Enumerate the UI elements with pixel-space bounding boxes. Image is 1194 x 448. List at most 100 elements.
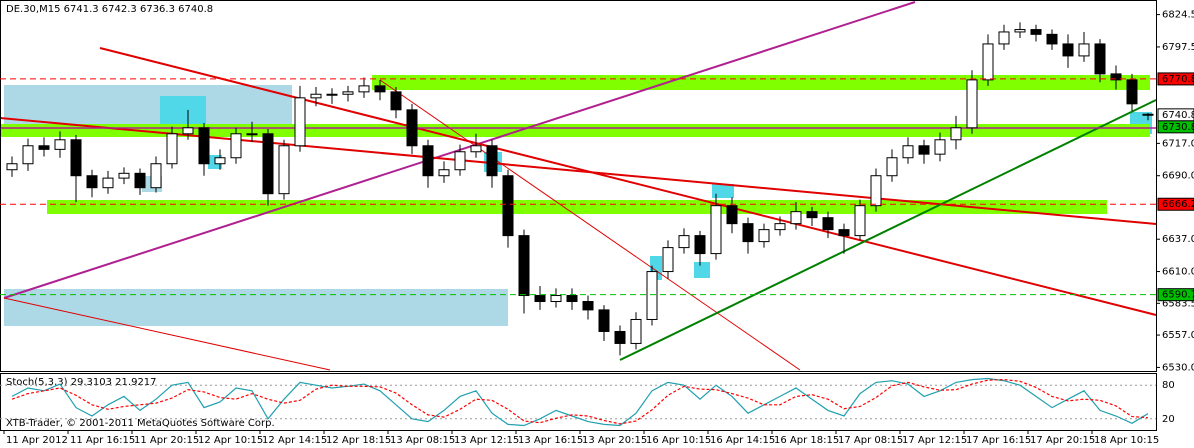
candle-body — [294, 97, 306, 147]
x-tick-label: 16 Apr 14:15 — [710, 435, 775, 446]
candle-body — [118, 172, 130, 179]
candle-body — [1078, 43, 1090, 57]
x-tick-label: 11 Apr 20:15 — [134, 435, 199, 446]
y-tick-label: 6824.5 — [1162, 10, 1194, 21]
candle-body — [1094, 43, 1106, 75]
candle-body — [1126, 79, 1138, 105]
candle-body — [758, 229, 770, 243]
candle-body — [326, 93, 338, 96]
chart-title: DE.30,M15 6741.3 6742.3 6736.3 6740.8 — [6, 4, 213, 15]
level-box — [1157, 72, 1194, 86]
zone-band — [47, 200, 1107, 214]
candle-body — [870, 175, 882, 207]
candle-body — [358, 85, 370, 93]
candle-body — [630, 318, 642, 344]
candle-body — [310, 93, 322, 99]
candle-body — [550, 295, 562, 303]
candle-body — [1014, 29, 1026, 33]
candle-body — [454, 151, 466, 171]
candle-body — [6, 163, 18, 171]
candle-body — [646, 271, 658, 320]
candle-body — [966, 79, 978, 129]
candle-body — [1062, 43, 1074, 57]
candle-body — [230, 133, 242, 159]
marker-box — [160, 96, 206, 126]
candle-body — [566, 295, 578, 303]
candle-body — [38, 145, 50, 150]
level-box — [1157, 120, 1194, 134]
x-tick-label: 13 Apr 16:15 — [518, 435, 583, 446]
x-tick-label: 16 Apr 18:15 — [774, 435, 839, 446]
level-label: 6730.8 — [1162, 122, 1194, 133]
level-label: 6666.2 — [1162, 199, 1194, 210]
candle-body — [150, 163, 162, 189]
x-tick-label: 17 Apr 16:15 — [966, 435, 1031, 446]
y-tick-label: 6637.0 — [1162, 234, 1194, 245]
plot-frame — [0, 0, 1157, 372]
candle-body — [790, 211, 802, 225]
y-tick-label: 6530.0 — [1162, 362, 1194, 373]
trend-line — [619, 99, 1157, 361]
trend-line — [99, 47, 1157, 316]
candle-body — [486, 145, 498, 177]
y-tick-label: 6717.0 — [1162, 138, 1194, 149]
level-label: 6740.8 — [1162, 110, 1194, 121]
x-tick-label: 12 Apr 14:15 — [262, 435, 327, 446]
indicator-title: Stoch(5,3,3) 29.3103 21.9217 — [6, 377, 157, 388]
x-tick-label: 11 Apr 2012 — [6, 435, 68, 446]
candle-body — [918, 145, 930, 155]
candle-body — [982, 43, 994, 81]
indicator-frame — [0, 373, 1157, 431]
x-tick-label: 11 Apr 16:15 — [70, 435, 135, 446]
x-tick-label: 18 Apr 10:15 — [1094, 435, 1159, 446]
x-tick-label: 13 Apr 08:15 — [390, 435, 455, 446]
y-tick-label: 6557.0 — [1162, 330, 1194, 341]
candle-body — [246, 133, 258, 136]
candle-body — [934, 139, 946, 155]
y-tick-label: 6610.0 — [1162, 267, 1194, 278]
trend-line — [0, 117, 1157, 225]
candle-body — [806, 211, 818, 219]
indicator-line — [11, 378, 1149, 425]
candle-body — [662, 247, 674, 273]
candle-body — [102, 177, 114, 189]
candle-body — [470, 145, 482, 153]
candle-body — [998, 31, 1010, 45]
candle-body — [182, 127, 194, 135]
candle-body — [614, 330, 626, 344]
candle-body — [710, 205, 722, 255]
marker-box — [712, 184, 734, 198]
level-box — [1157, 197, 1194, 211]
y-tick-label: 6583.5 — [1162, 298, 1194, 309]
candle-body — [902, 145, 914, 159]
candle-body — [198, 127, 210, 165]
x-tick-label: 16 Apr 10:15 — [646, 435, 711, 446]
indicator-line — [11, 377, 1149, 427]
candle-body — [1046, 33, 1058, 45]
candle-body — [774, 223, 786, 231]
candle-body — [886, 157, 898, 177]
candle-body — [838, 229, 850, 237]
x-tick-label: 13 Apr 12:15 — [454, 435, 519, 446]
candle-body — [278, 145, 290, 195]
marker-box — [694, 262, 710, 278]
indicator-tick-label: 20 — [1162, 414, 1175, 425]
x-tick-label: 17 Apr 08:15 — [838, 435, 903, 446]
zone-band — [372, 75, 1150, 90]
candle-body — [742, 223, 754, 243]
candle-body — [822, 217, 834, 231]
candle-body — [534, 295, 546, 303]
candle-body — [694, 235, 706, 255]
candle-body — [582, 301, 594, 311]
candle-body — [678, 235, 690, 249]
candle-body — [1030, 29, 1042, 35]
candle-body — [374, 85, 386, 93]
x-tick-label: 12 Apr 18:15 — [326, 435, 391, 446]
candle-body — [134, 172, 146, 189]
trend-line — [3, 297, 331, 371]
candle-body — [70, 139, 82, 177]
x-tick-label: 17 Apr 12:15 — [902, 435, 967, 446]
candle-body — [86, 175, 98, 189]
candle-body — [598, 309, 610, 332]
